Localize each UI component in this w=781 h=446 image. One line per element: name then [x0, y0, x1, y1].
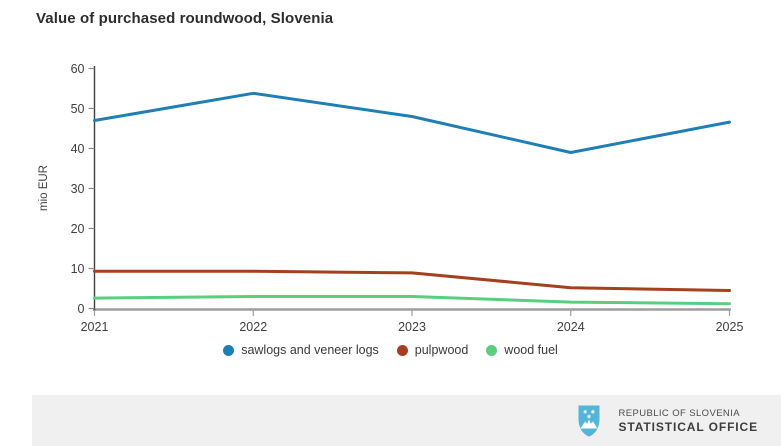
legend-item-sawlogs: sawlogs and veneer logs: [223, 343, 379, 357]
x-tick-label: 2021: [81, 320, 109, 334]
y-tick-label: 40: [71, 142, 85, 156]
x-tick-label: 2022: [239, 320, 267, 334]
legend-dot-sawlogs-icon: [223, 344, 235, 356]
y-axis-title: mio EUR: [38, 165, 50, 211]
chart-title: Value of purchased roundwood, Slovenia: [36, 10, 334, 27]
series-line-1: [93, 269, 731, 292]
legend-label-woodfuel: wood fuel: [504, 343, 558, 357]
brand-text: REPUBLIC OF SLOVENIA STATISTICAL OFFICE: [618, 408, 758, 434]
legend-label-sawlogs: sawlogs and veneer logs: [241, 343, 379, 357]
series-line-2: [93, 295, 731, 306]
legend-dot-woodfuel-icon: [486, 344, 498, 356]
x-tick-label: 2024: [557, 320, 585, 334]
y-tick-label: 20: [71, 222, 85, 236]
footer-bar: REPUBLIC OF SLOVENIA STATISTICAL OFFICE: [32, 395, 781, 446]
x-tick-label: 2025: [716, 320, 744, 334]
y-tick-label: 50: [71, 102, 85, 116]
line-chart: 0 10 20 30 40 50 60 mio EUR 2021 2022 2023 2024 2025: [38, 62, 744, 334]
legend-item-woodfuel: wood fuel: [486, 343, 558, 357]
legend-item-pulpwood: pulpwood: [396, 343, 469, 357]
legend-dot-pulpwood-icon: [396, 344, 408, 356]
footer-office-label: STATISTICAL OFFICE: [618, 419, 758, 434]
footer-republic-label: REPUBLIC OF SLOVENIA: [618, 407, 740, 419]
y-tick-label: 10: [71, 262, 85, 276]
statistical-office-brand: REPUBLIC OF SLOVENIA STATISTICAL OFFICE: [577, 405, 758, 437]
slovenia-coat-of-arms-icon: [578, 405, 600, 436]
legend-label-pulpwood: pulpwood: [414, 343, 469, 357]
chart-legend: sawlogs and veneer logs pulpwood wood fu…: [0, 343, 781, 357]
series-line-0: [93, 91, 731, 154]
y-tick-label: 60: [71, 62, 85, 76]
y-tick-label: 0: [78, 302, 85, 316]
y-tick-label: 30: [71, 182, 85, 196]
x-tick-label: 2023: [398, 320, 426, 334]
